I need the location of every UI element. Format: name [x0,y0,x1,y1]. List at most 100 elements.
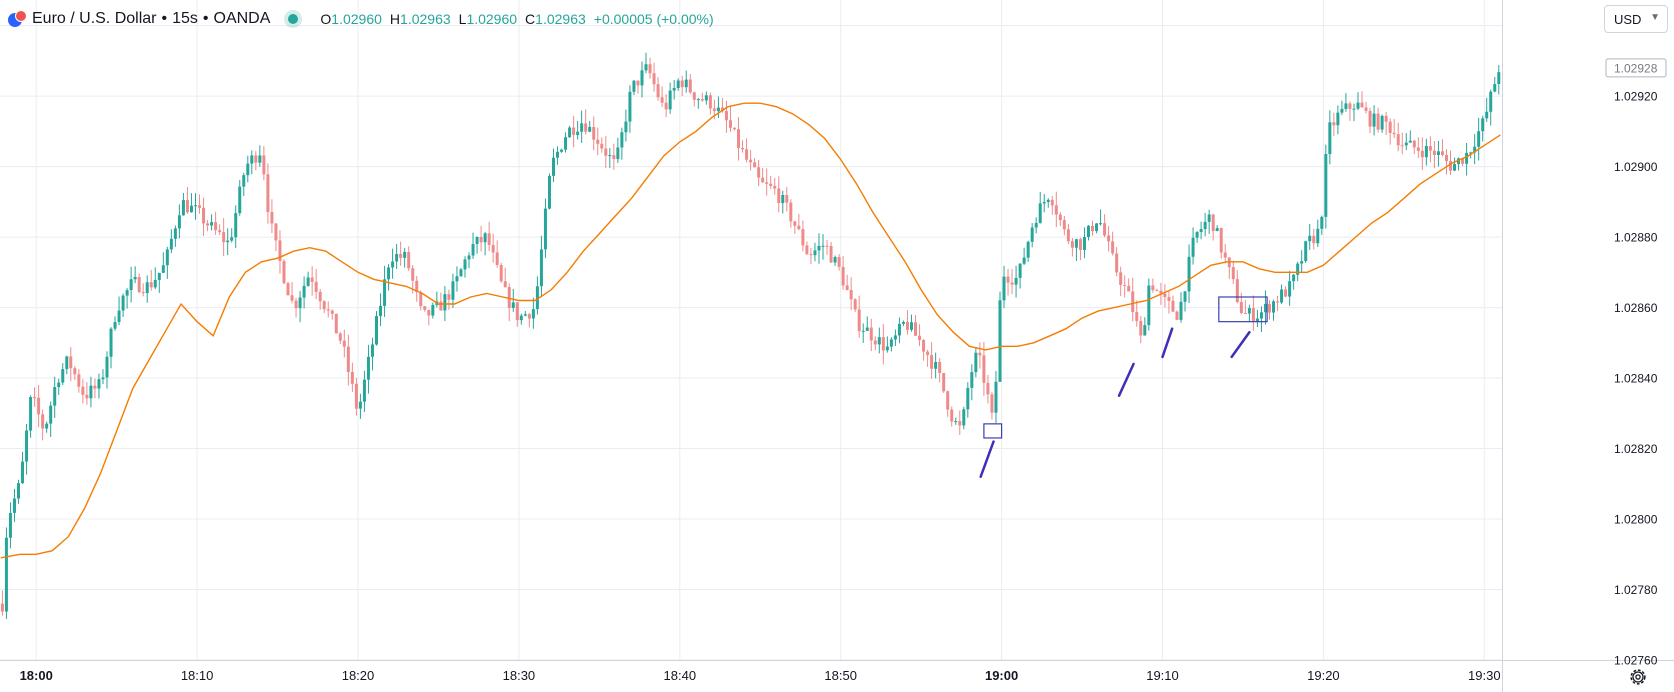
candle-down [1163,293,1167,297]
candle-up [568,127,572,138]
candle-down [495,252,499,265]
candle-up [1380,115,1384,130]
candle-up [716,107,720,112]
candle-down [849,290,853,300]
candle-down [342,340,346,347]
candle-down [206,223,210,226]
candle-down [914,322,918,336]
candle-up [1497,72,1501,84]
candle-up [934,362,938,369]
candle-up [121,295,125,311]
candle-up [1074,239,1078,248]
candle-down [769,183,773,186]
candle-up [238,186,242,214]
candle-down [33,397,37,399]
candle-up [1263,303,1267,313]
candle-up [1255,318,1259,323]
candle-up [576,131,580,136]
candle-down [515,302,519,321]
interval-label[interactable]: 15s [172,10,198,27]
candle-down [801,229,805,246]
candle-up [1304,241,1308,262]
candle-up [1320,216,1324,229]
candle-up [833,257,837,263]
candle-up [1082,236,1086,250]
candle-up [101,377,105,380]
candle-up [620,132,624,148]
candle-up [781,194,785,204]
candle-down [733,127,737,130]
candle-up [813,250,817,256]
candle-down [797,225,801,230]
high-value: H1.02963 [389,11,451,27]
candle-up [519,315,523,321]
candle-down [407,251,411,269]
candle-up [391,261,395,268]
candle-up [1372,113,1376,127]
price-tick-label: 1.02800 [1614,513,1658,527]
candle-up [29,397,33,431]
candle-up [1296,263,1300,275]
candle-up [302,285,306,298]
candle-down [141,292,145,294]
candle-up [696,99,700,101]
candle-down [749,159,753,163]
candle-down [286,283,290,296]
candle-down [773,185,777,189]
candle-down [1107,235,1111,242]
symbol-name[interactable]: Euro / U.S. Dollar [32,10,157,27]
time-tick-label: 18:00 [20,668,53,683]
candle-down [1135,312,1139,321]
candle-up [1485,111,1489,119]
candle-up [624,121,628,133]
candle-down [218,230,222,233]
candle-down [741,147,745,150]
low-value: L1.02960 [458,11,518,27]
candle-down [700,99,704,101]
currency-selector[interactable]: USD ▼ [1604,5,1668,33]
candle-up [1018,263,1022,278]
candle-up [998,300,1002,382]
candle-up [1292,274,1296,282]
gear-icon[interactable] [1627,666,1649,688]
candle-up [1086,225,1090,237]
candle-up [1030,227,1034,242]
candle-down [1396,134,1400,146]
last-price-label: 1.02928 [1614,61,1658,75]
candle-up [1352,108,1356,110]
candle-down [656,84,660,98]
candle-up [173,228,177,239]
candle-down [270,212,274,224]
candle-down [1111,241,1115,254]
candle-up [1336,112,1340,126]
candle-up [234,213,238,238]
candle-up [145,282,149,294]
candle-up [471,244,475,256]
candle-down [1167,296,1171,301]
candle-down [789,202,793,222]
candle-up [547,175,551,209]
candle-down [69,356,73,369]
candle-down [222,232,226,243]
candle-down [1444,154,1448,162]
candle-up [113,322,117,329]
candle-down [1127,285,1131,292]
candle-down [93,385,97,389]
candle-down [648,64,652,74]
candle-up [1457,158,1461,165]
price-tick-label: 1.02820 [1614,442,1658,456]
candle-up [608,155,612,157]
candle-up [1143,325,1147,336]
candle-up [893,335,897,340]
candle-down [978,352,982,356]
candle-up [1179,301,1183,320]
candle-down [761,177,765,183]
annotation-box [983,423,1003,439]
candle-up [668,90,672,110]
candle-up [105,356,109,378]
candle-down [137,276,141,293]
price-tick-label: 1.02780 [1614,583,1658,597]
candle-up [640,70,644,86]
